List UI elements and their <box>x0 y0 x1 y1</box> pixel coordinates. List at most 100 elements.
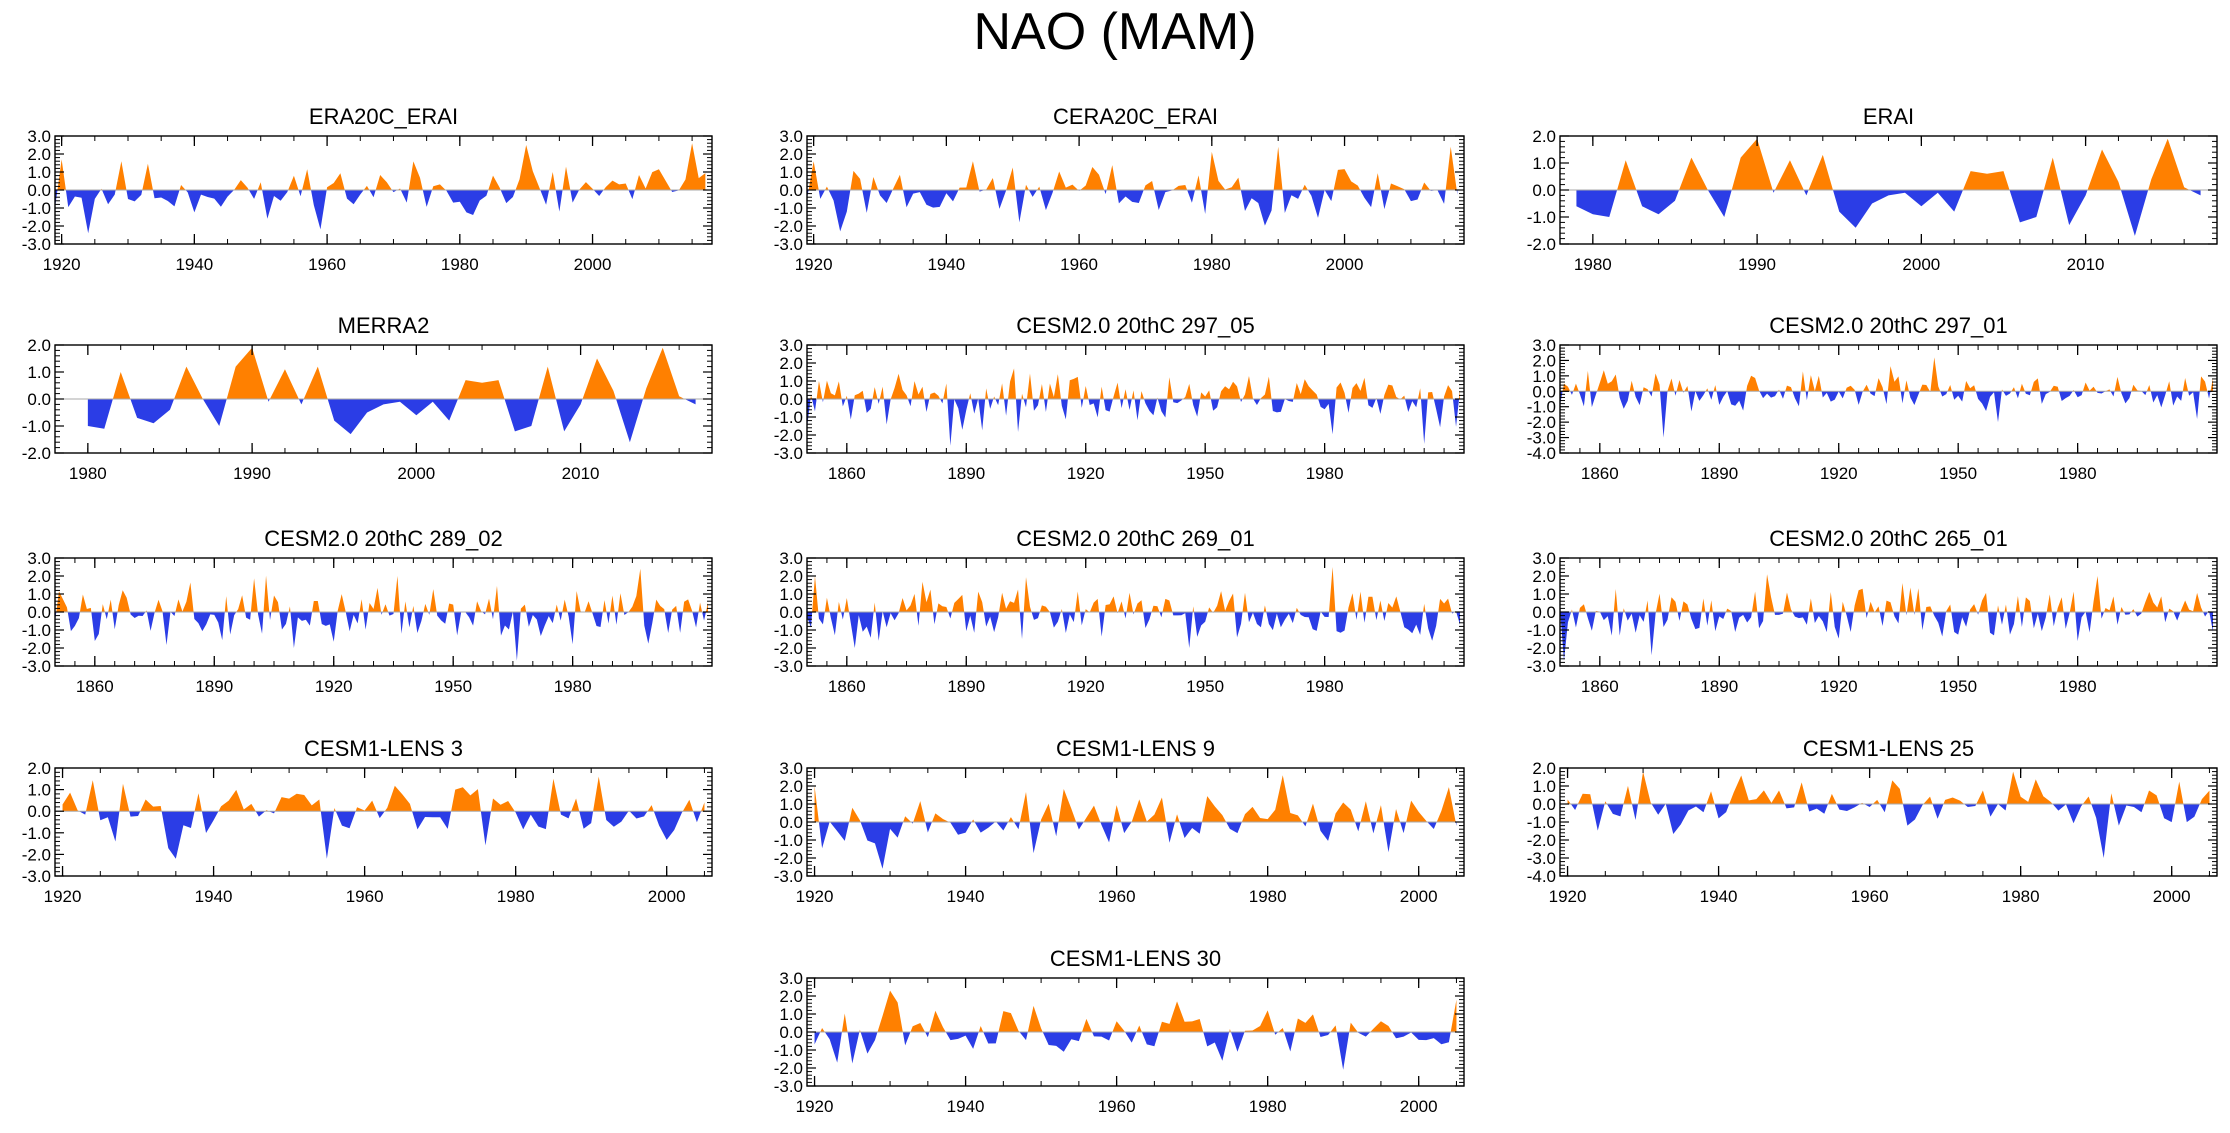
y-tick-label: 3.0 <box>1532 549 1556 568</box>
figure-title: NAO (MAM) <box>973 3 1257 61</box>
x-tick-label: 1960 <box>1060 255 1098 274</box>
x-tick-label: 2000 <box>648 887 686 906</box>
panel-title: CESM2.0 20thC 297_05 <box>1016 313 1255 338</box>
y-tick-label: 2.0 <box>779 567 803 586</box>
y-tick-label: -2.0 <box>22 845 51 864</box>
panel-r2c1: MERRA2 2.0 1.0 0.0 -1.0 -2.0 1980 1990 2000 2010 <box>22 313 713 483</box>
x-tick-label: 1920 <box>796 1097 834 1116</box>
y-tick-label: -2.0 <box>1527 235 1556 254</box>
panel-title: CESM2.0 20thC 297_01 <box>1769 313 2008 338</box>
panel-title: CESM1-LENS 30 <box>1050 946 1221 971</box>
y-tick-label: 1.0 <box>27 781 51 800</box>
x-tick-label: 1980 <box>2059 464 2097 483</box>
x-tick-label: 2000 <box>1400 1097 1438 1116</box>
negative-anomaly-area <box>87 399 696 443</box>
y-tick-label: 3.0 <box>27 127 51 146</box>
y-tick-label: 1.0 <box>1532 154 1556 173</box>
y-tick-label: -1.0 <box>774 199 803 218</box>
panel-r3c2: CESM2.0 20thC 269_01 3.02.01.00.0-1.0-2.0… <box>774 526 1465 696</box>
y-tick-label: 0.0 <box>779 181 803 200</box>
x-tick-label: 1860 <box>1581 677 1619 696</box>
panel-r3c3: CESM2.0 20thC 265_01 3.02.01.00.0-1.0-2.0… <box>1527 526 2218 696</box>
x-tick-label: 2000 <box>1902 255 1940 274</box>
x-tick-label: 1860 <box>1581 464 1619 483</box>
x-tick-label: 1960 <box>1098 887 1136 906</box>
positive-anomaly-area <box>1567 771 2210 804</box>
positive-anomaly-area <box>814 775 1457 822</box>
y-tick-label: -3.0 <box>774 657 803 676</box>
y-tick-label: -2.0 <box>774 849 803 868</box>
y-tick-label: -2.0 <box>1527 831 1556 850</box>
y-tick-label: 2.0 <box>27 145 51 164</box>
x-tick-label: 1920 <box>795 255 833 274</box>
negative-anomaly-area <box>62 811 705 859</box>
negative-anomaly-area <box>55 190 706 234</box>
y-tick-label: 0.0 <box>27 390 51 409</box>
y-tick-label: 3.0 <box>779 969 803 988</box>
y-tick-label: -1.0 <box>22 417 51 436</box>
y-tick-label: 2.0 <box>779 777 803 796</box>
x-tick-label: 1980 <box>2059 677 2097 696</box>
x-tick-label: 1980 <box>554 677 592 696</box>
x-tick-label: 2010 <box>562 464 600 483</box>
y-tick-label: 2.0 <box>779 354 803 373</box>
y-tick-label: 1.0 <box>779 585 803 604</box>
x-tick-label: 1950 <box>1939 677 1977 696</box>
x-tick-label: 1980 <box>1249 1097 1287 1116</box>
x-tick-label: 1890 <box>195 677 233 696</box>
y-tick-label: -2.0 <box>774 217 803 236</box>
x-tick-label: 2000 <box>1326 255 1364 274</box>
x-tick-label: 1950 <box>1186 464 1224 483</box>
x-tick-label: 1860 <box>76 677 114 696</box>
x-tick-label: 1920 <box>1067 677 1105 696</box>
x-tick-label: 1990 <box>233 464 271 483</box>
x-tick-label: 1940 <box>947 887 985 906</box>
y-tick-label: 2.0 <box>1532 127 1556 146</box>
y-tick-label: 0.0 <box>27 603 51 622</box>
x-tick-label: 1980 <box>69 464 107 483</box>
y-tick-label: -1.0 <box>22 621 51 640</box>
x-tick-label: 2000 <box>397 464 435 483</box>
x-tick-label: 1860 <box>828 677 866 696</box>
positive-anomaly-area <box>807 368 1461 399</box>
y-tick-label: 0.0 <box>27 181 51 200</box>
y-tick-label: -2.0 <box>774 426 803 445</box>
y-tick-label: 3.0 <box>779 549 803 568</box>
x-tick-label: 1950 <box>1186 677 1224 696</box>
positive-anomaly-area <box>55 568 709 612</box>
negative-anomaly-area <box>807 612 1461 648</box>
panel-title: ERA20C_ERAI <box>309 104 458 129</box>
y-tick-label: 3.0 <box>1532 336 1556 355</box>
y-tick-label: -2.0 <box>1527 639 1556 658</box>
y-tick-label: 2.0 <box>1532 759 1556 778</box>
x-tick-label: 1920 <box>44 887 82 906</box>
x-tick-label: 1980 <box>1193 255 1231 274</box>
x-tick-label: 1920 <box>315 677 353 696</box>
x-tick-label: 1950 <box>1939 464 1977 483</box>
positive-anomaly-area <box>807 567 1461 612</box>
negative-anomaly-area <box>1576 190 2201 236</box>
x-tick-label: 1920 <box>43 255 81 274</box>
y-tick-label: -2.0 <box>774 639 803 658</box>
x-tick-label: 1980 <box>1306 677 1344 696</box>
x-tick-label: 1890 <box>1700 677 1738 696</box>
y-tick-label: -1.0 <box>1527 398 1556 417</box>
y-tick-label: 3.0 <box>779 127 803 146</box>
y-tick-label: -3.0 <box>1527 429 1556 448</box>
y-tick-label: 1.0 <box>779 372 803 391</box>
x-tick-label: 1920 <box>1820 677 1858 696</box>
x-tick-label: 1960 <box>346 887 384 906</box>
y-tick-label: -1.0 <box>1527 208 1556 227</box>
x-tick-label: 1980 <box>441 255 479 274</box>
positive-anomaly-area <box>807 146 1458 190</box>
negative-anomaly-area <box>1560 391 2214 438</box>
panel-r2c2: CESM2.0 20thC 297_05 3.02.01.00.0-1.0-2.0… <box>774 313 1465 483</box>
y-tick-label: 2.0 <box>779 987 803 1006</box>
x-tick-label: 1980 <box>497 887 535 906</box>
y-tick-label: -3.0 <box>774 867 803 886</box>
panel-r1c3: ERAI 2.0 1.0 0.0 -1.0 -2.0 1980 1990 2000 2010 <box>1527 104 2218 274</box>
negative-anomaly-area <box>814 1032 1457 1070</box>
x-tick-label: 1890 <box>1700 464 1738 483</box>
